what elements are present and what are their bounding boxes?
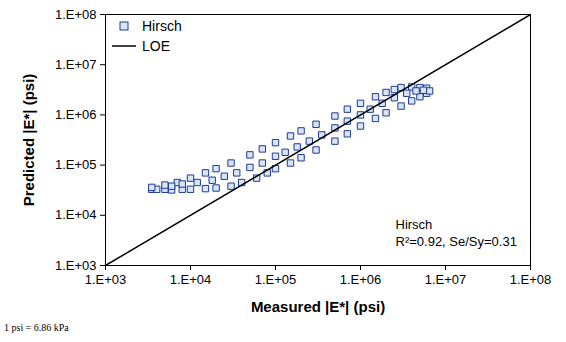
svg-text:1.E+07: 1.E+07: [425, 272, 467, 287]
svg-text:Measured |E*| (psi): Measured |E*| (psi): [251, 298, 385, 315]
svg-text:1.E+05: 1.E+05: [255, 272, 297, 287]
svg-text:1.E+08: 1.E+08: [55, 7, 97, 22]
svg-text:1.E+05: 1.E+05: [55, 157, 97, 172]
svg-text:1.E+06: 1.E+06: [340, 272, 382, 287]
svg-text:1.E+08: 1.E+08: [510, 272, 552, 287]
svg-text:1.E+07: 1.E+07: [55, 57, 97, 72]
html-text:Hirsch: Hirsch: [142, 18, 182, 34]
svg-text:Predicted |E*| (psi): Predicted |E*| (psi): [20, 74, 37, 207]
svg-text:HirschR²=0.92, Se/Sy=0.31: HirschR²=0.92, Se/Sy=0.31: [396, 217, 517, 249]
html-text:LOE: LOE: [142, 38, 170, 54]
svg-text:1.E+06: 1.E+06: [55, 107, 97, 122]
svg-text:1.E+04: 1.E+04: [170, 272, 212, 287]
svg-text:1.E+03: 1.E+03: [85, 272, 127, 287]
svg-text:1.E+04: 1.E+04: [55, 207, 97, 222]
svg-text:1.E+03: 1.E+03: [55, 258, 97, 273]
html-text:1 psi = 6.86 kPa: 1 psi = 6.86 kPa: [4, 322, 69, 333]
